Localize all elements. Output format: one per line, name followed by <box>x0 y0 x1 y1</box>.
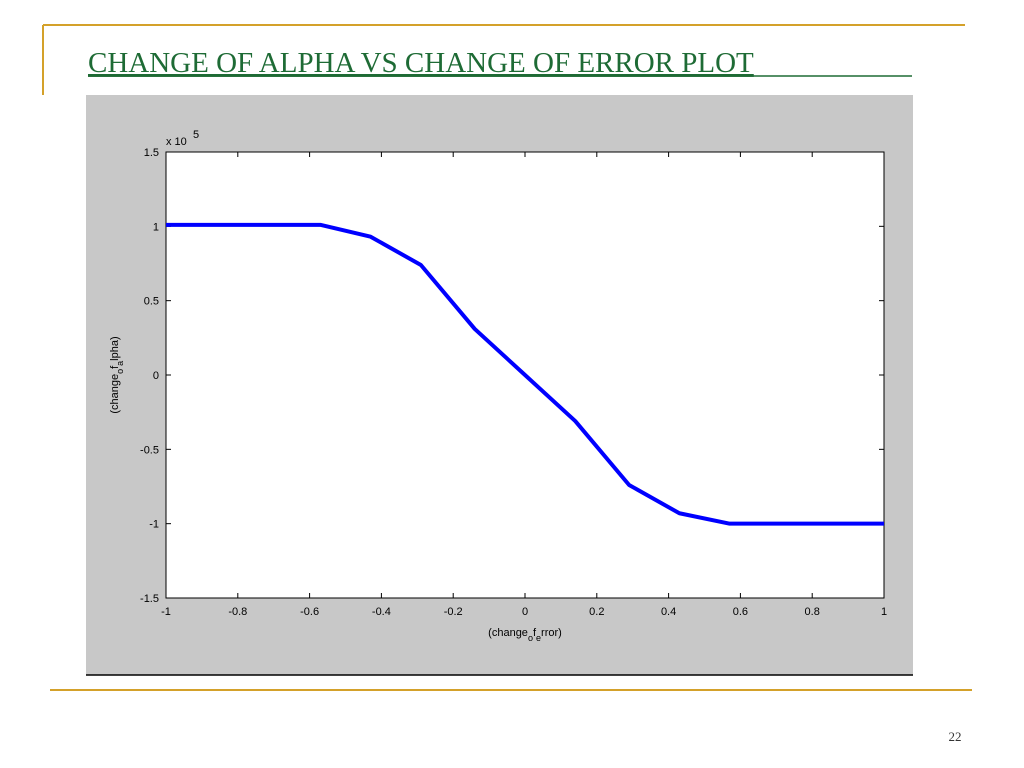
data-line <box>166 222 884 526</box>
y-tick-label: 1.5 <box>144 147 159 159</box>
y-tick-label: 1 <box>153 221 159 233</box>
plot: -1.5-1-0.500.511.5-1 -0.8 -0.6 -0.4 -0.2 0 0.2… <box>109 129 887 643</box>
y-axis-label-part: a <box>115 361 125 366</box>
x-tick-label: -0.8 <box>228 606 247 618</box>
y-axis-label: (changeofalpha) <box>109 336 125 413</box>
page-number: 22 <box>949 729 962 744</box>
y-tick-label: -1 <box>149 519 159 531</box>
x-axis-label: (changeoferror) <box>488 627 562 643</box>
slide-title: CHANGE OF ALPHA VS CHANGE OF ERROR PLOT <box>88 47 754 79</box>
y-scale-exponent: 5 <box>193 129 199 141</box>
x-axis-label-part: f <box>533 627 537 639</box>
y-scale-label: x 10 <box>166 136 187 148</box>
x-tick-label: -1 <box>161 606 171 618</box>
x-axis-label-part: (change <box>488 627 528 639</box>
y-axis-label-part: (change <box>109 374 121 414</box>
x-axis-label-part: rror) <box>541 627 562 639</box>
y-axis-label-part: f <box>109 365 121 369</box>
y-tick-label: 0 <box>153 370 159 382</box>
x-tick-label: 1 <box>881 606 887 618</box>
x-tick-label: -0.6 <box>300 606 319 618</box>
y-tick-label: 0.5 <box>144 296 159 308</box>
x-tick-label: -0.4 <box>372 606 391 618</box>
x-tick-label: -0.2 <box>444 606 463 618</box>
x-axis-label-part: o <box>528 633 533 643</box>
x-axis-label-part: e <box>536 633 541 643</box>
y-axis-label-part: lpha) <box>109 336 121 360</box>
y-axis-label-part: o <box>115 369 125 374</box>
x-tick-label: 0.4 <box>661 606 676 618</box>
x-tick-label: 0.6 <box>733 606 748 618</box>
x-tick-label: 0 <box>522 606 528 618</box>
x-tick-label: 0.2 <box>589 606 604 618</box>
y-tick-label: -1.5 <box>140 593 159 605</box>
y-tick-label: -0.5 <box>140 444 159 456</box>
x-tick-label: 0.8 <box>805 606 820 618</box>
